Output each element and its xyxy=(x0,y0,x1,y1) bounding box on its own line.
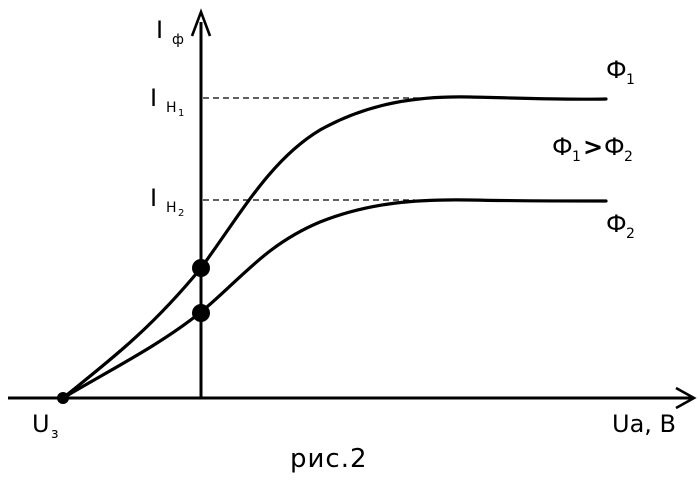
relation-right: Ф xyxy=(604,133,625,161)
curve-phi1-intercept-point xyxy=(192,259,210,277)
y-axis-label-main: I xyxy=(156,16,163,44)
origin-label: U з xyxy=(32,410,58,442)
level-label-1: I Н 1 xyxy=(150,84,184,119)
x-axis-label: Ua, B xyxy=(612,410,676,438)
curve-phi2-intercept-point xyxy=(192,304,210,322)
level-label-1-sub: Н xyxy=(166,100,177,116)
figure-caption: рис.2 xyxy=(290,444,368,474)
curve-label-phi1: Ф 1 xyxy=(606,56,635,88)
relation-left-sub: 1 xyxy=(572,149,581,165)
y-axis-label: I ф xyxy=(156,16,184,48)
curve-label-phi2-main: Ф xyxy=(606,210,627,238)
level-label-2-subsub: 2 xyxy=(178,208,184,219)
curve-label-phi2: Ф 2 xyxy=(606,210,635,242)
y-axis-label-sub: ф xyxy=(172,32,184,48)
relation-left: Ф xyxy=(552,133,573,161)
curve-phi1 xyxy=(61,95,608,400)
level-label-1-subsub: 1 xyxy=(178,108,184,119)
level-label-2: I Н 2 xyxy=(150,184,184,219)
origin-point xyxy=(57,392,69,404)
x-axis-arrow xyxy=(675,386,697,410)
level-label-2-main: I xyxy=(150,184,157,212)
relation-right-sub: 2 xyxy=(624,149,633,165)
relation-operator: > xyxy=(583,133,603,161)
flux-relation: Ф 1 > Ф 2 xyxy=(552,133,633,165)
curve-phi2 xyxy=(61,198,608,400)
origin-label-main: U xyxy=(32,410,50,438)
level-label-2-sub: Н xyxy=(166,200,177,216)
level-label-1-main: I xyxy=(150,84,157,112)
curve-label-phi2-sub: 2 xyxy=(626,226,635,242)
curve-label-phi1-sub: 1 xyxy=(626,72,635,88)
curve-label-phi1-main: Ф xyxy=(606,56,627,84)
y-axis-arrow xyxy=(190,8,212,37)
origin-label-sub: з xyxy=(51,426,58,442)
